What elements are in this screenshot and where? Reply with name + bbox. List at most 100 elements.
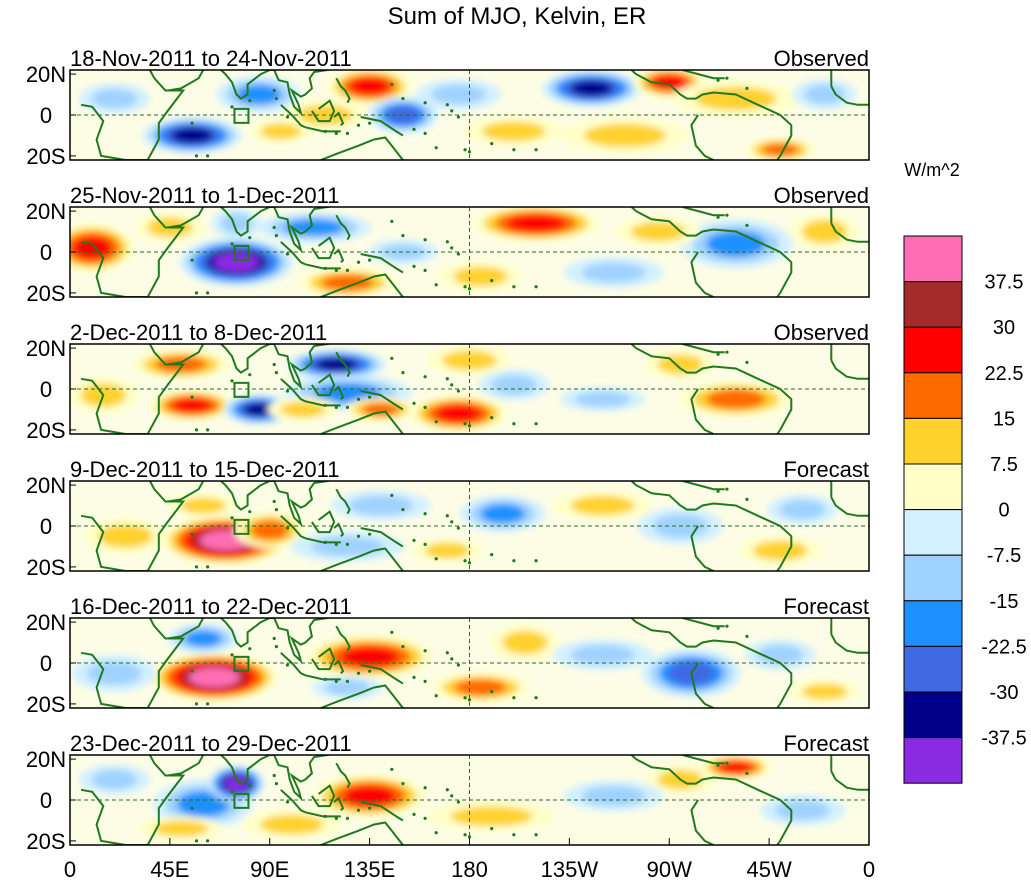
island-marker (190, 532, 194, 536)
anomaly-contour (98, 524, 153, 549)
island-marker (512, 422, 516, 426)
island-marker (423, 101, 427, 105)
island-marker (716, 626, 720, 630)
coastline (690, 662, 715, 708)
island-marker (490, 416, 494, 420)
island-marker (423, 405, 427, 410)
island-marker (368, 669, 372, 673)
island-marker (412, 127, 416, 131)
coastline (690, 251, 715, 297)
island-marker (323, 403, 327, 407)
coastline (682, 755, 725, 765)
island-marker (450, 383, 454, 387)
colorbar-swatch (903, 281, 963, 328)
island-marker (467, 287, 472, 291)
island-marker (194, 565, 199, 569)
island-marker (534, 696, 538, 700)
panel-status: Forecast (783, 457, 869, 482)
island-marker (725, 213, 729, 217)
island-marker (206, 291, 210, 295)
island-marker (467, 150, 472, 154)
island-marker (456, 389, 461, 393)
island-marker (356, 808, 361, 812)
island-marker (490, 690, 494, 694)
colorbar-swatch (903, 235, 963, 283)
island-marker (456, 663, 461, 667)
island-marker (401, 645, 405, 649)
island-marker (356, 397, 361, 401)
colorbar-swatch (903, 463, 963, 511)
anomaly-contour (315, 357, 358, 371)
coastline (167, 344, 205, 366)
island-marker (725, 487, 729, 491)
anomaly-contour (362, 403, 400, 416)
coastline (682, 70, 725, 80)
coastline (311, 236, 336, 260)
island-marker (345, 405, 350, 410)
island-marker (285, 252, 290, 256)
y-tick-label: 20N (26, 199, 66, 224)
island-marker (450, 657, 454, 661)
colorbar: 37.5 30 22.5 15 7.5 0 -7.5 -15 -22.5 -30 -37.5 (903, 235, 1027, 784)
island-marker (512, 285, 516, 289)
x-tick-label: 0 (64, 857, 76, 882)
island-marker (745, 223, 749, 228)
anomaly-contour (91, 769, 138, 790)
reference-box (233, 244, 250, 261)
island-marker (445, 240, 449, 244)
coastline (305, 126, 341, 133)
colorbar-tick-label: 37.5 (985, 272, 1024, 294)
island-marker (423, 649, 427, 653)
island-marker (345, 542, 350, 547)
island-marker (285, 115, 290, 119)
x-tick-label: 135W (541, 857, 599, 882)
island-marker (450, 794, 454, 798)
island-marker (206, 428, 210, 432)
coastline (830, 222, 869, 243)
coastline (335, 77, 351, 104)
coastline (335, 762, 351, 789)
island-marker (190, 395, 194, 399)
coastline (830, 633, 869, 654)
island-marker (334, 542, 338, 547)
anomaly-contour (431, 84, 486, 105)
island-marker (490, 553, 494, 557)
island-marker (334, 405, 338, 410)
anomaly-contour (480, 504, 525, 524)
island-marker (450, 520, 454, 524)
coastline (305, 263, 341, 270)
x-tick-label: 0 (863, 857, 875, 882)
coastline (320, 547, 404, 571)
island-marker (368, 532, 372, 536)
island-marker (323, 814, 327, 818)
anomaly-field (78, 70, 857, 160)
coastline (682, 618, 725, 628)
coastline (280, 378, 306, 403)
y-tick-label: 0 (40, 651, 52, 676)
island-marker (390, 82, 394, 86)
island-marker (445, 514, 449, 518)
anomaly-contour (72, 236, 112, 260)
island-marker (345, 679, 350, 684)
coastline (320, 410, 404, 434)
island-marker (512, 833, 516, 837)
island-marker (274, 371, 279, 375)
colorbar-tick-label: -15 (990, 591, 1019, 613)
island-marker (390, 493, 394, 497)
anomaly-contour (213, 252, 260, 273)
island-marker (512, 559, 516, 563)
coastline (305, 811, 341, 818)
anomaly-contour (280, 401, 326, 418)
colorbar-tick-label: -37.5 (981, 728, 1027, 750)
island-marker (412, 401, 416, 405)
x-tick-label: 45W (747, 857, 792, 882)
island-marker (356, 671, 361, 675)
anomaly-field (70, 345, 793, 432)
island-marker (190, 258, 194, 262)
anomaly-contour (570, 645, 635, 665)
island-marker (463, 148, 467, 152)
island-marker (206, 154, 210, 158)
anomaly-contour (324, 679, 371, 696)
island-marker (463, 559, 467, 563)
